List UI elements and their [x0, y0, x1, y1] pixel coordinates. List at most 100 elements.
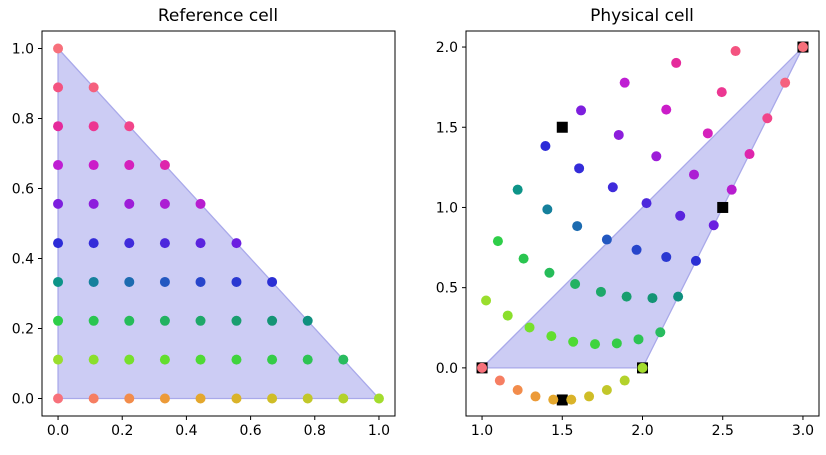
mapped-point: [673, 291, 684, 302]
y-tick-label: 1.5: [436, 120, 458, 136]
physical-cell-title: Physical cell: [590, 6, 694, 26]
mapped-point: [690, 255, 701, 266]
mapped-point: [611, 338, 622, 349]
x-tick-label: 0.6: [239, 423, 261, 439]
mapped-point: [671, 57, 682, 68]
mapped-point: [619, 375, 630, 386]
mapped-point: [619, 77, 630, 88]
x-tick-label: 1.0: [471, 423, 493, 439]
plots-layer: 0.0 0.2 0.4 0.6 0.8 1.00.00.20.40.60.81.01.0 1…: [12, 30, 820, 439]
y-tick-label: 1.0: [436, 200, 458, 216]
mapped-point: [661, 104, 672, 115]
lattice-point: [267, 276, 278, 287]
lattice-point: [267, 354, 278, 365]
mapped-point: [702, 128, 713, 139]
y-tick-label: 0.5: [436, 281, 458, 297]
lattice-point: [88, 238, 99, 249]
mapped-point: [518, 253, 529, 264]
mapped-point: [651, 151, 662, 162]
x-tick-label: 0.2: [111, 423, 133, 439]
lattice-point: [195, 354, 206, 365]
y-tick-label: 0.8: [12, 112, 34, 128]
mapped-point: [568, 336, 579, 347]
lattice-point: [195, 315, 206, 326]
lattice-point: [88, 276, 99, 287]
mapped-point: [633, 334, 644, 345]
lattice-point: [231, 315, 242, 326]
lattice-point: [159, 160, 170, 171]
lattice-point: [88, 121, 99, 132]
y-tick-label: 1.0: [12, 42, 34, 58]
lattice-point: [338, 393, 349, 404]
y-tick-label: 2.0: [436, 40, 458, 56]
lattice-point: [231, 393, 242, 404]
lattice-point: [124, 315, 135, 326]
lattice-point: [231, 354, 242, 365]
mapped-point: [661, 252, 672, 263]
lattice-point: [53, 43, 64, 54]
lattice-point: [88, 393, 99, 404]
mapped-point: [726, 184, 737, 195]
mapped-point: [708, 220, 719, 231]
lattice-point: [159, 393, 170, 404]
mapped-point: [492, 236, 503, 247]
mapped-point: [548, 394, 559, 405]
lattice-point: [231, 238, 242, 249]
corner-node-marker: [717, 201, 729, 213]
mapped-point: [780, 77, 791, 88]
mapped-point: [744, 149, 755, 160]
mapped-point: [566, 394, 577, 405]
cell-triangle: [481, 46, 804, 369]
mapped-point: [590, 339, 601, 350]
mapped-point: [530, 391, 541, 402]
x-tick-label: 0.0: [47, 423, 69, 439]
mapped-point: [613, 129, 624, 140]
lattice-point: [88, 160, 99, 171]
lattice-point: [53, 393, 64, 404]
y-tick-label: 0.4: [12, 252, 34, 268]
mapped-point: [574, 163, 585, 174]
lattice-point: [159, 276, 170, 287]
mapped-point: [631, 244, 642, 255]
x-tick-label: 0.8: [304, 423, 326, 439]
lattice-point: [124, 121, 135, 132]
lattice-point: [124, 160, 135, 171]
x-tick-label: 2.5: [712, 423, 734, 439]
mapped-point: [797, 42, 808, 53]
lattice-point: [124, 198, 135, 209]
lattice-point: [124, 238, 135, 249]
lattice-point: [124, 354, 135, 365]
axes-spines: [41, 30, 396, 417]
mapped-point: [544, 267, 555, 278]
lattice-point: [53, 121, 64, 132]
mapped-point: [621, 291, 632, 302]
mapped-point: [477, 362, 488, 373]
lattice-point: [195, 238, 206, 249]
x-tick-label: 1.5: [551, 423, 573, 439]
lattice-point: [53, 354, 64, 365]
axes-physical-cell: 1.0 1.5 2.0 2.5 3.0 0.0 0.5 1.0 1.5 2.0: [436, 30, 820, 439]
mapped-point: [730, 46, 741, 57]
lattice-point: [159, 315, 170, 326]
lattice-point: [373, 393, 384, 404]
lattice-point: [124, 276, 135, 287]
mapped-point: [584, 391, 595, 402]
lattice-point: [88, 315, 99, 326]
mapped-point: [546, 331, 557, 342]
lattice-point: [53, 160, 64, 171]
mapped-point: [647, 293, 658, 304]
mapped-point: [655, 327, 666, 338]
lattice-point: [88, 198, 99, 209]
mapped-point: [637, 362, 648, 373]
lattice-point: [195, 393, 206, 404]
lattice-point: [124, 393, 135, 404]
mapped-point: [524, 322, 535, 333]
mapped-point: [512, 385, 523, 396]
lattice-point: [302, 354, 313, 365]
lattice-point: [53, 315, 64, 326]
mapped-point: [607, 182, 618, 193]
mapped-point: [542, 204, 553, 215]
mapped-point: [689, 169, 700, 180]
